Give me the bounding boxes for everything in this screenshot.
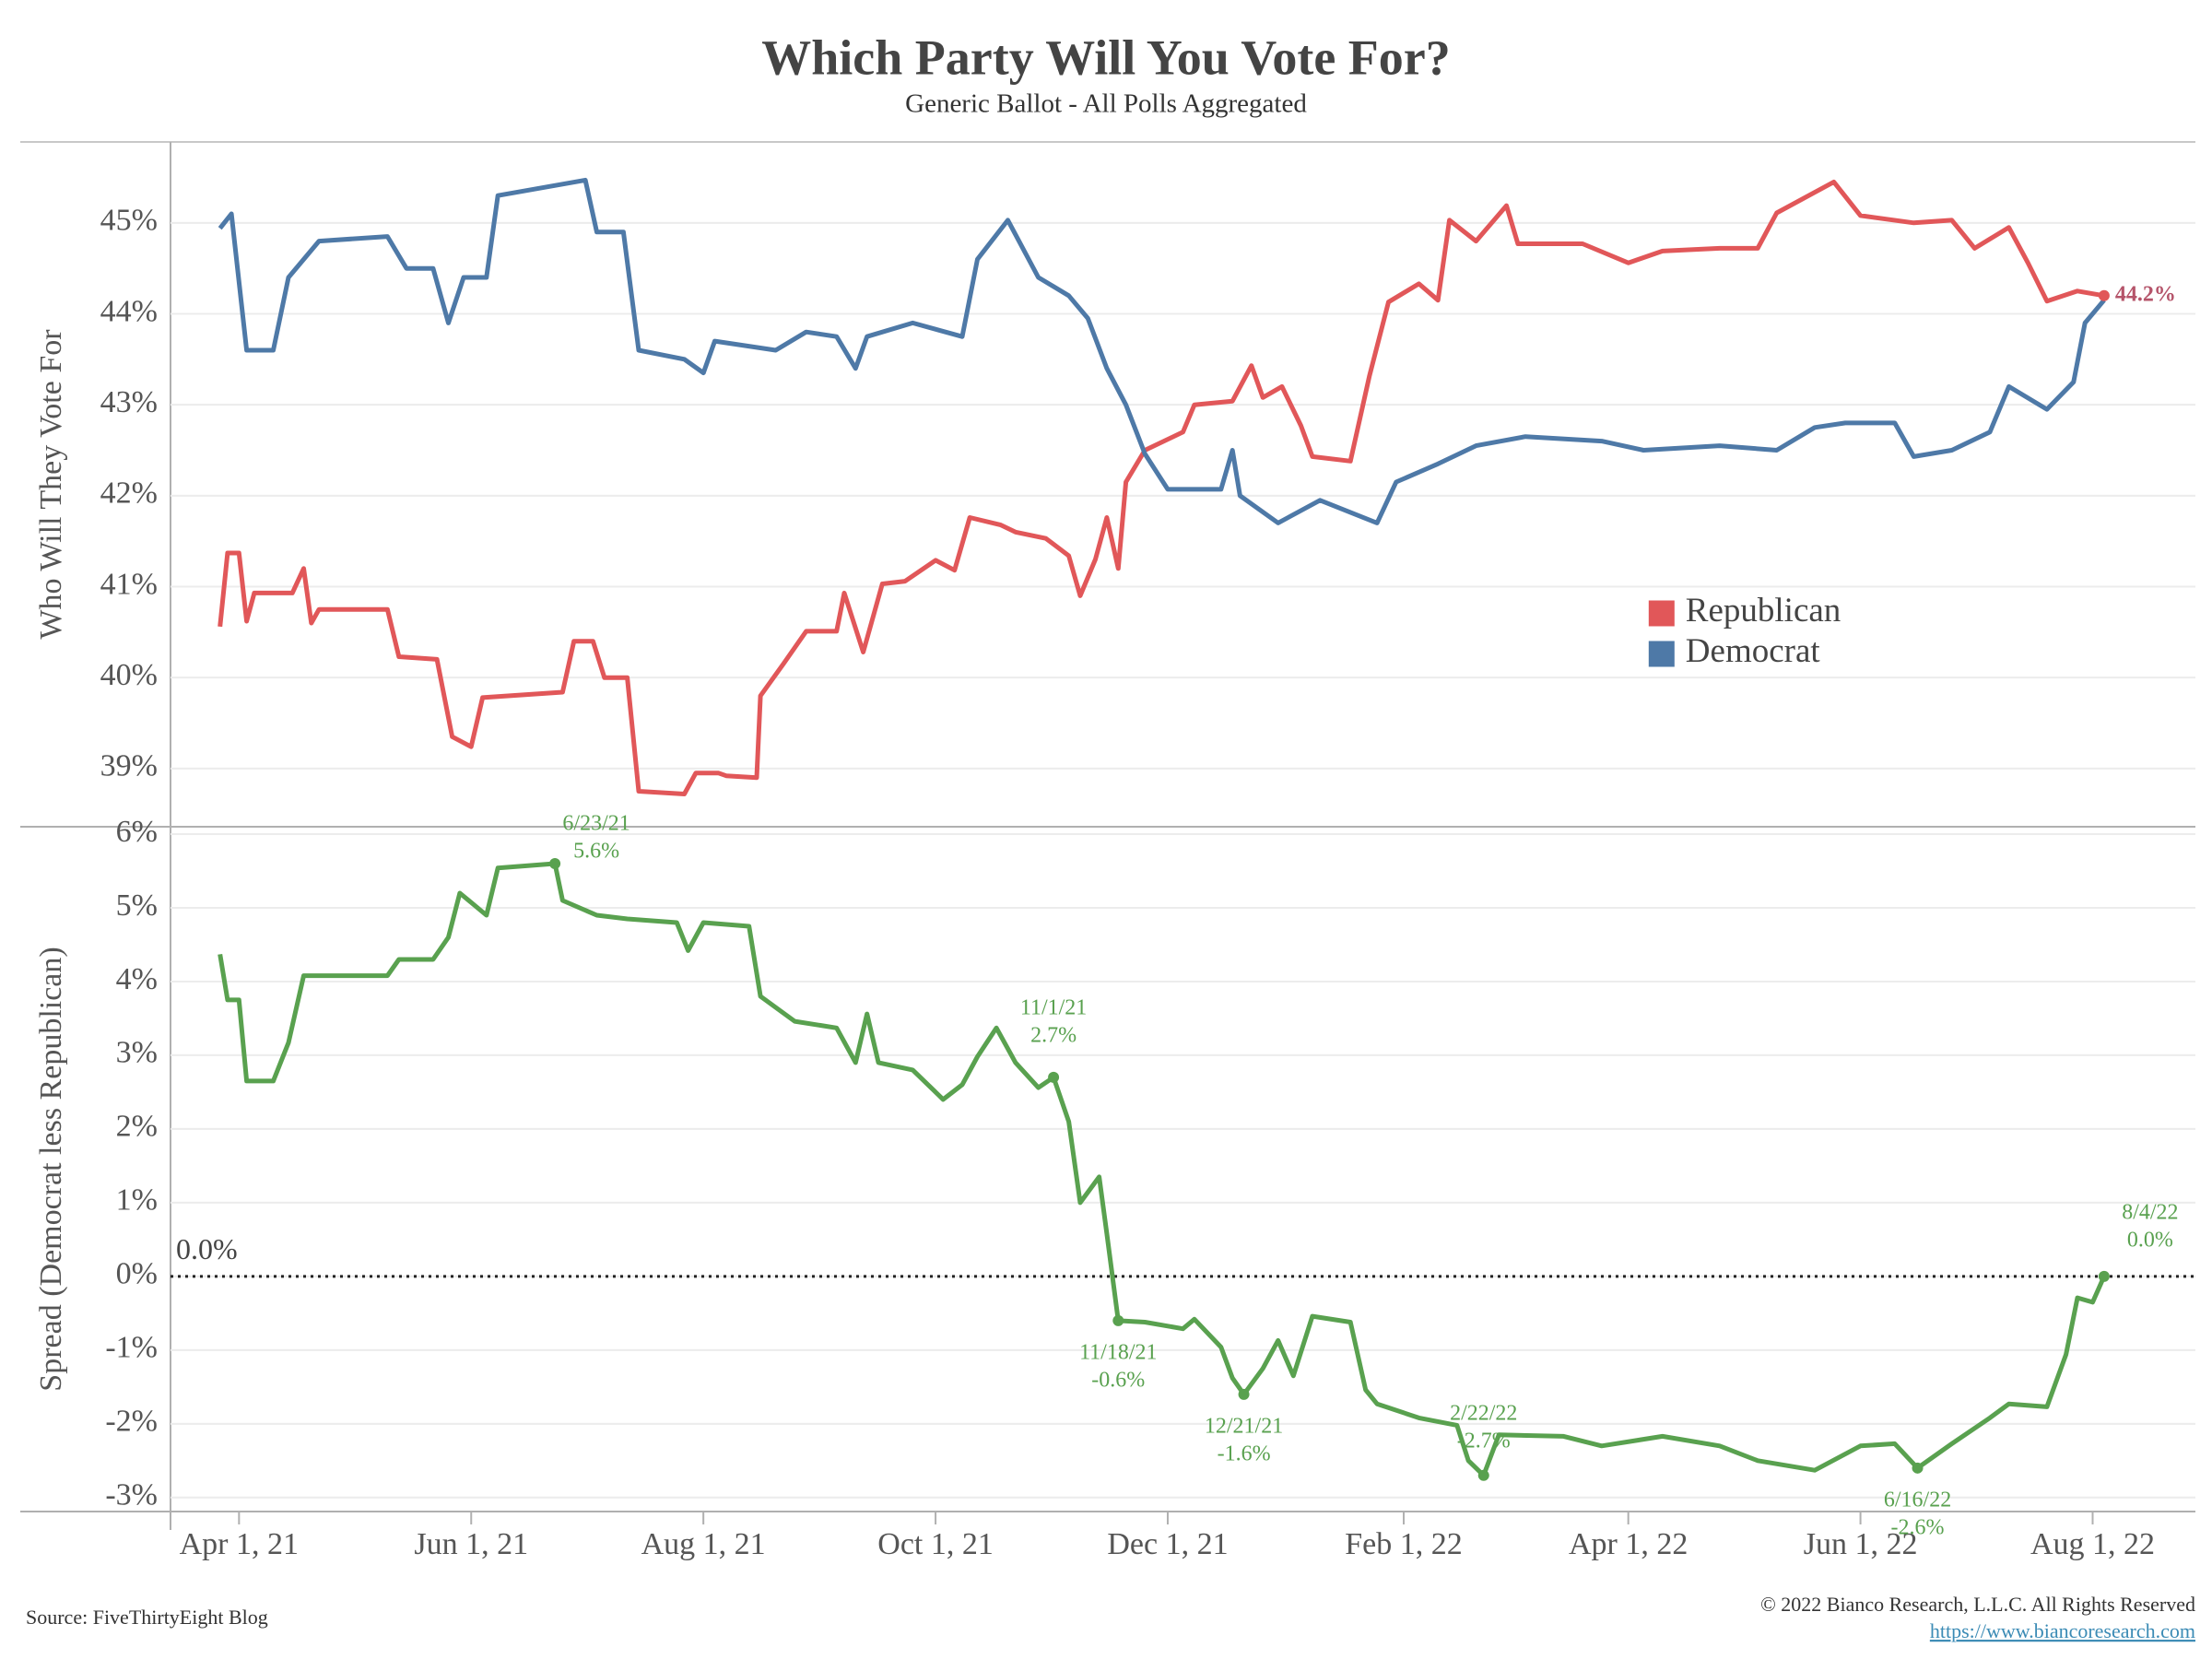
x-tick-label: Oct 1, 21 [877,1527,994,1561]
x-tick-label: Jun 1, 21 [414,1527,528,1561]
annotation-value: 2.7% [1030,1023,1077,1047]
y-tick-label: 3% [116,1036,158,1070]
y-tick-label: -2% [105,1405,158,1439]
y-axis-title: Spread (Democrat less Republican) [34,947,68,1391]
copyright: © 2022 Bianco Research, L.L.C. All Right… [1760,1593,2195,1616]
y-tick-label: 45% [100,204,158,238]
x-tick-label: Feb 1, 22 [1345,1527,1463,1561]
y-tick-label: 42% [100,477,158,511]
annotation-value: -0.6% [1091,1368,1145,1392]
annotation-date: 2/22/22 [1450,1401,1517,1425]
annotation-dot [2098,289,2110,301]
series-line [218,861,2107,1478]
chart-subtitle: Generic Ballot - All Polls Aggregated [905,89,1307,119]
annotation-date: 11/1/21 [1020,995,1087,1019]
annotation-dot [1238,1388,1250,1400]
chart-title: Which Party Will You Vote For? [761,29,1451,85]
x-tick-label: Dec 1, 21 [1107,1527,1228,1561]
y-tick-label: 4% [116,962,158,996]
annotation-dot [549,857,561,869]
annotation-value: 0.0% [2127,1228,2173,1252]
source-note: Source: FiveThirtyEight Blog [26,1606,268,1629]
annotation-value: -2.6% [1891,1515,1945,1539]
y-tick-label: 40% [100,658,158,692]
x-tick-label: Apr 1, 21 [180,1527,299,1561]
y-tick-label: 1% [116,1183,158,1218]
website-link[interactable]: https://www.biancoresearch.com [1930,1619,2195,1642]
y-tick-label: 2% [116,1110,158,1144]
y-tick-label: 39% [100,749,158,783]
annotation-dot [1477,1469,1489,1481]
annotation-date: 6/16/22 [1884,1488,1951,1512]
annotation-value: -1.6% [1218,1441,1271,1465]
annotation-date: 12/21/21 [1205,1414,1283,1438]
annotation-value: 5.6% [573,839,619,863]
annotation-date: 8/4/22 [2122,1200,2178,1224]
x-tick-label: Aug 1, 22 [2030,1527,2155,1561]
y-tick-label: 44% [100,294,158,328]
y-tick-label: 43% [100,385,158,419]
annotation-date: 11/18/21 [1079,1340,1157,1364]
y-tick-label: -1% [105,1331,158,1365]
annotation-dot [1048,1071,1060,1083]
end-value-label: 44.2% [2115,282,2176,306]
series-line [218,177,2106,525]
x-tick-label: Jun 1, 22 [1804,1527,1918,1561]
annotation-date: 6/23/21 [562,811,629,835]
annotation-dot [1912,1462,1924,1474]
legend-label: Republican [1686,592,1841,629]
reference-line-label: 0.0% [176,1232,238,1265]
y-tick-label: 5% [116,888,158,923]
y-tick-label: 0% [116,1257,158,1291]
annotation-dot [2098,1270,2110,1282]
legend-swatch [1648,641,1675,667]
annotation-dot [1112,1314,1124,1326]
y-tick-label: 41% [100,567,158,601]
y-tick-label: -3% [105,1478,158,1512]
y-axis-title: Who Will They Vote For [34,329,68,640]
x-tick-label: Apr 1, 22 [1569,1527,1688,1561]
annotation-value: -2.7% [1457,1429,1511,1453]
legend-label: Democrat [1686,632,1821,670]
series-line [218,179,2105,796]
y-tick-label: 6% [116,815,158,849]
legend-swatch [1648,600,1675,627]
x-tick-label: Aug 1, 21 [641,1527,766,1561]
